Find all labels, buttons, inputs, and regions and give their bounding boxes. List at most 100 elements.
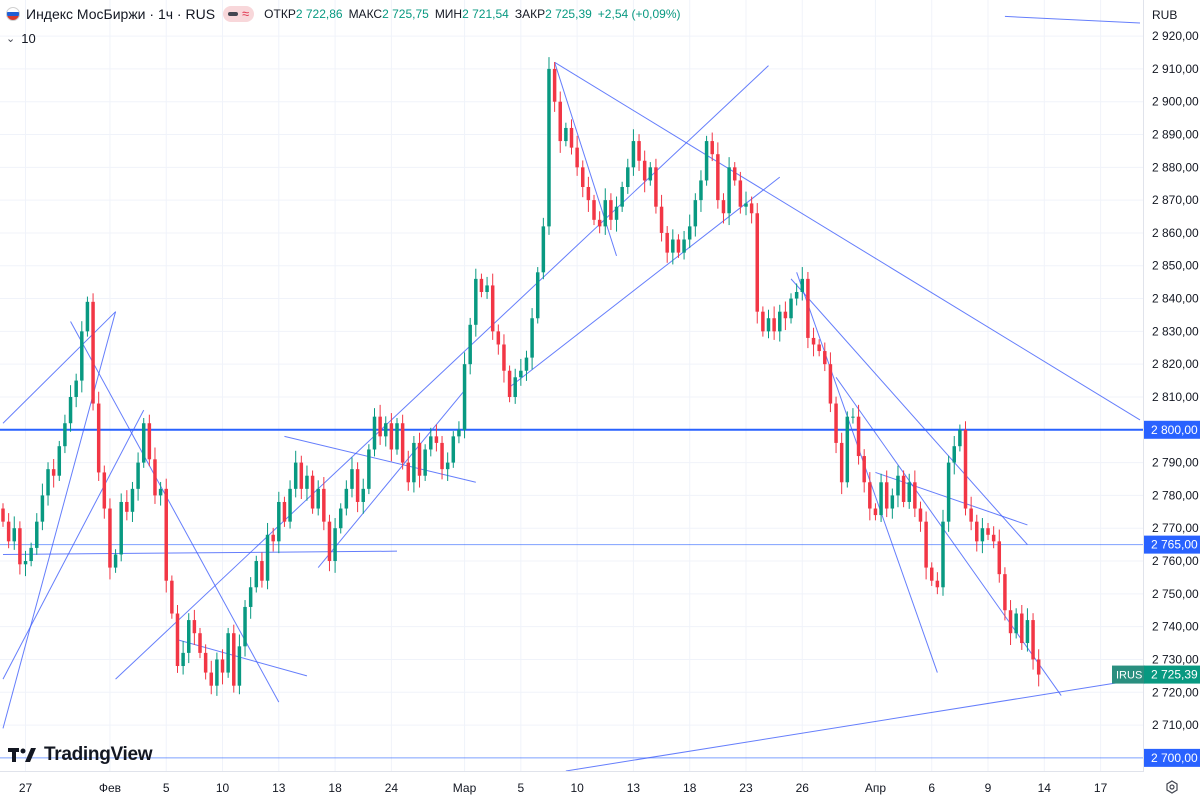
candle-body — [1014, 613, 1018, 634]
price-tick-label: 2 710,00 — [1152, 718, 1199, 732]
trend-line[interactable] — [317, 390, 465, 568]
candle — [108, 498, 112, 580]
candle-body — [85, 301, 90, 332]
volume-indicator-row[interactable]: ⌄ 10 — [6, 28, 36, 48]
candle — [429, 427, 433, 457]
candle-body — [547, 68, 551, 227]
trend-line[interactable] — [1004, 15, 1141, 24]
trend-line[interactable] — [2, 409, 145, 680]
trend-line[interactable] — [565, 678, 1141, 772]
candle — [288, 480, 292, 529]
trend-line[interactable] — [554, 62, 618, 257]
candle — [85, 296, 90, 337]
candle — [749, 196, 754, 224]
horizontal-levels[interactable] — [0, 428, 1143, 759]
candle-body — [215, 659, 219, 686]
candle — [642, 150, 647, 193]
candle-body — [789, 298, 793, 319]
candle-body — [676, 239, 681, 253]
price-tick-label: 2 870,00 — [1152, 193, 1199, 207]
trend-line[interactable] — [2, 311, 117, 729]
candle — [828, 352, 833, 413]
candle — [136, 452, 140, 501]
price-tick-label: 2 830,00 — [1152, 324, 1199, 338]
trend-line[interactable] — [2, 311, 116, 424]
candle — [462, 352, 467, 439]
candle — [141, 417, 146, 468]
candle — [941, 509, 945, 596]
candle — [361, 478, 365, 514]
candle-body — [232, 633, 236, 686]
candle — [766, 309, 771, 339]
candle — [113, 549, 118, 573]
trend-line[interactable] — [835, 377, 1062, 696]
candle-body — [384, 423, 388, 437]
candle — [130, 481, 135, 522]
candle — [147, 414, 152, 467]
candle — [192, 609, 197, 646]
candle — [856, 404, 861, 465]
settings-button[interactable] — [1160, 776, 1184, 798]
candle — [541, 217, 546, 280]
trend-line[interactable] — [790, 278, 1028, 545]
candle-body — [96, 403, 101, 473]
candle — [29, 542, 33, 567]
candle — [350, 457, 354, 498]
candle — [187, 613, 191, 664]
candle — [935, 572, 940, 595]
tradingview-logo[interactable]: TradingView — [8, 744, 153, 766]
trend-line[interactable] — [509, 176, 781, 388]
trend-line[interactable] — [554, 61, 1141, 421]
candle — [519, 358, 523, 386]
trend-line[interactable] — [796, 272, 938, 673]
candle — [198, 627, 202, 659]
candle-body — [704, 141, 709, 181]
candle-body — [575, 147, 579, 168]
last-price-badge — [1144, 665, 1200, 684]
candle — [980, 518, 985, 554]
candle — [434, 424, 439, 452]
candle-body — [744, 203, 748, 207]
candle — [896, 465, 900, 508]
candle-body — [659, 206, 664, 233]
candle — [395, 417, 399, 455]
candle-body — [626, 167, 630, 188]
price-tick-label: 2 730,00 — [1152, 652, 1199, 666]
candle — [46, 462, 50, 506]
candle-body — [457, 429, 461, 437]
level-price-text: 2 700,00 — [1151, 751, 1198, 765]
candle — [316, 480, 320, 516]
symbol-title[interactable]: Индекс МосБиржи · 1ч · RUS — [26, 6, 216, 22]
candle — [57, 440, 62, 481]
time-tick-label: 6 — [928, 781, 935, 795]
candle-body — [305, 475, 309, 489]
candle-body — [552, 68, 557, 102]
candle-body — [344, 488, 349, 509]
price-axis[interactable] — [0, 0, 1200, 772]
trend-line[interactable] — [284, 435, 476, 483]
candle — [496, 324, 501, 355]
trend-line[interactable] — [2, 550, 398, 555]
candle-body — [727, 167, 731, 214]
data-mode-badge[interactable]: ≈ — [223, 6, 255, 22]
candle — [676, 234, 681, 258]
trend-line[interactable] — [875, 471, 1028, 526]
candle — [693, 193, 698, 237]
candle — [671, 229, 675, 265]
candle — [794, 283, 799, 306]
trend-line[interactable] — [177, 639, 308, 677]
chevron-down-icon[interactable]: ⌄ — [6, 32, 16, 45]
candle — [575, 135, 579, 176]
currency-label[interactable]: RUB — [1152, 8, 1178, 22]
time-tick-label: 24 — [385, 781, 399, 795]
candle-body — [372, 416, 377, 450]
candle-body — [412, 442, 416, 483]
candle — [778, 304, 782, 342]
candle-body — [1003, 574, 1007, 611]
candle — [1014, 608, 1018, 639]
trend-line[interactable] — [115, 65, 769, 680]
candle — [907, 473, 911, 509]
ohlc-close-value: 2 725,39 — [545, 7, 592, 21]
trend-line[interactable] — [70, 321, 280, 703]
